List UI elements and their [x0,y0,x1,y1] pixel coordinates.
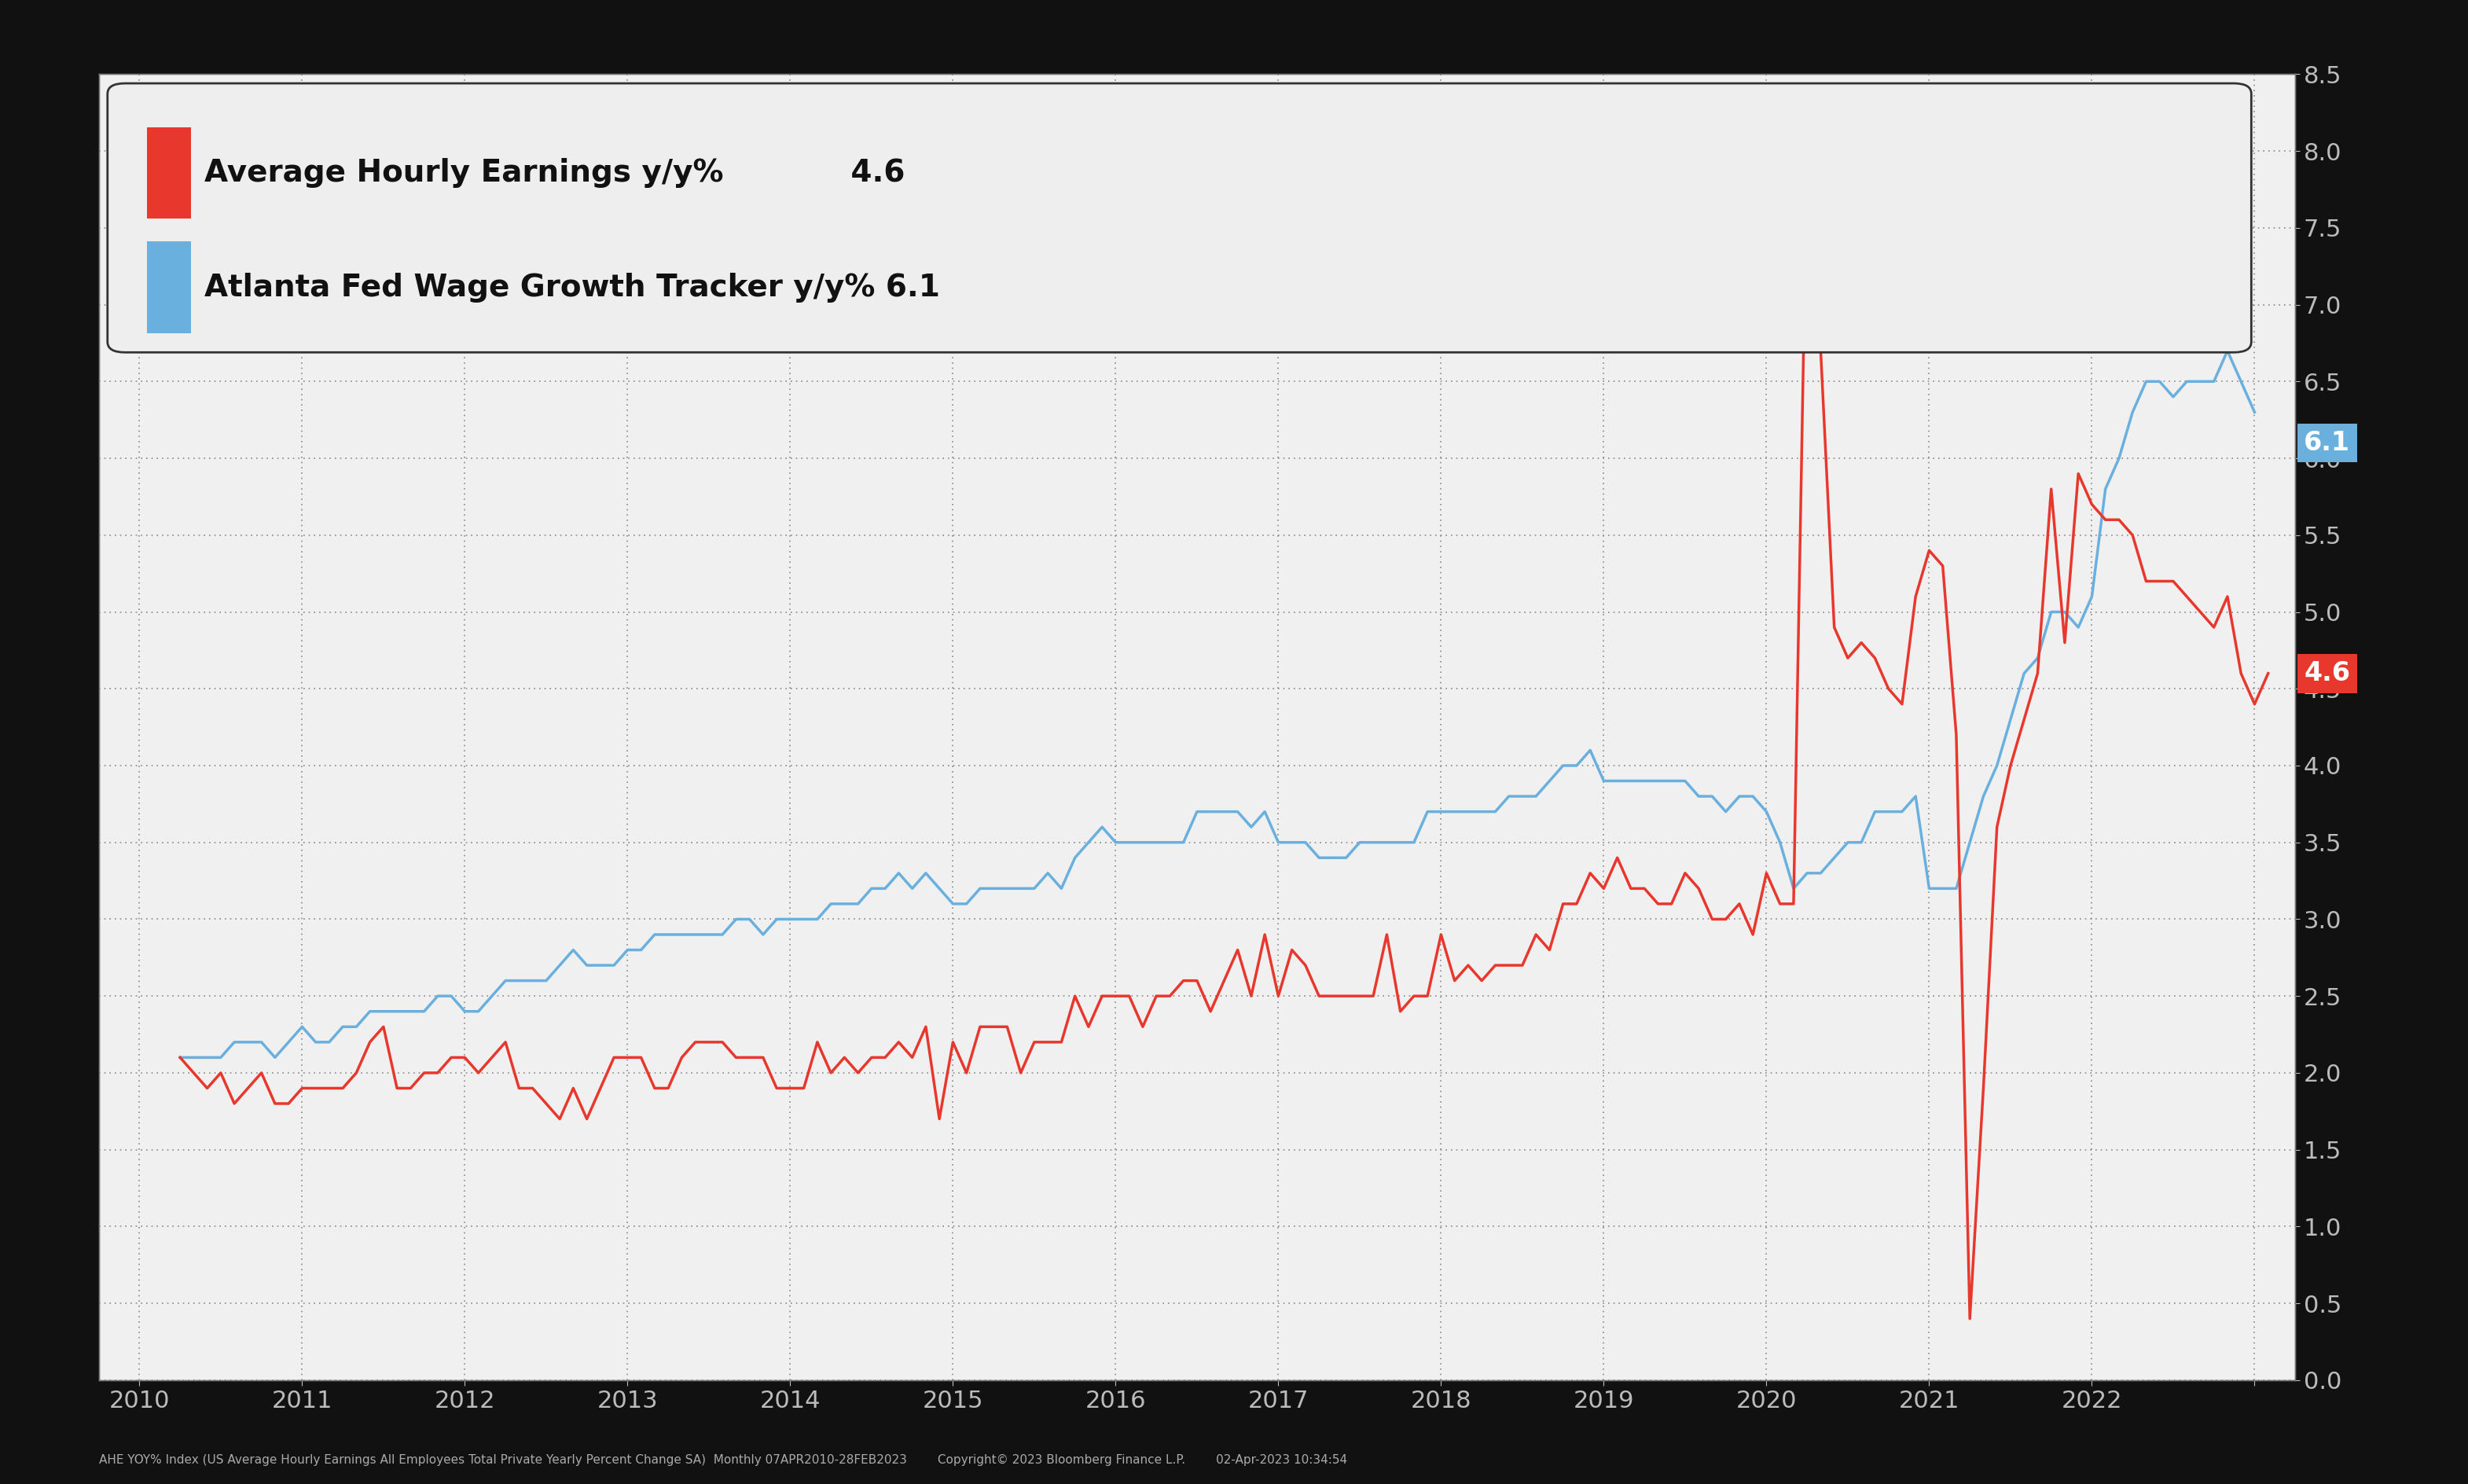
FancyBboxPatch shape [109,83,2251,352]
FancyBboxPatch shape [148,128,190,220]
Text: 6.1: 6.1 [2305,430,2350,456]
Text: Atlanta Fed Wage Growth Tracker y/y% 6.1: Atlanta Fed Wage Growth Tracker y/y% 6.1 [205,273,940,303]
Text: 4.6: 4.6 [2305,660,2350,687]
Text: AHE YOY% Index (US Average Hourly Earnings All Employees Total Private Yearly Pe: AHE YOY% Index (US Average Hourly Earnin… [99,1454,1348,1466]
Text: Average Hourly Earnings y/y%            4.6: Average Hourly Earnings y/y% 4.6 [205,159,906,188]
FancyBboxPatch shape [148,242,190,332]
